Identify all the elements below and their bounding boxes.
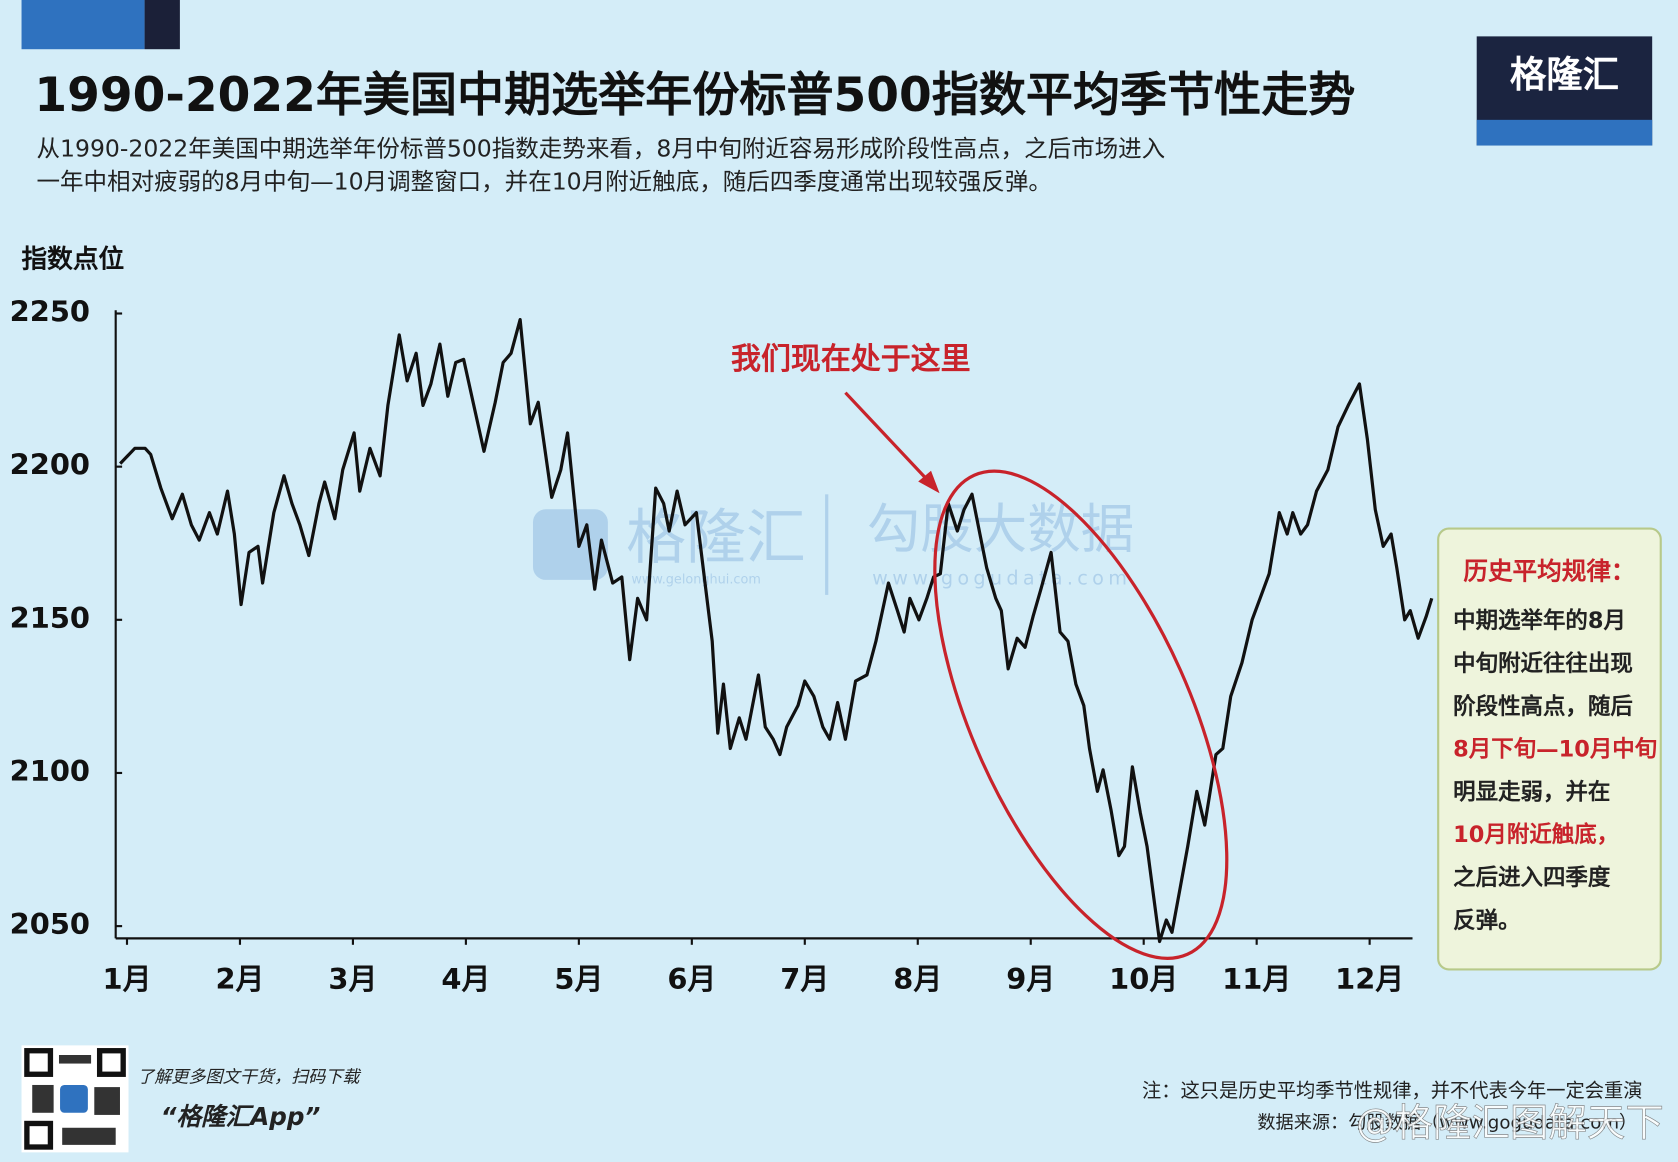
x-tick-label: 2月 (215, 962, 264, 996)
y-tick-label: 2050 (10, 907, 90, 941)
callout-line: 反弹。 (1453, 908, 1520, 934)
callout-line: 明显走弱，并在 (1453, 778, 1610, 805)
logo-text: 格隆汇 (1510, 53, 1619, 96)
y-axis-label: 指数点位 (22, 244, 125, 275)
qr-module (62, 1127, 116, 1145)
x-tick-label: 4月 (441, 962, 490, 996)
x-tick-label: 9月 (1006, 962, 1055, 996)
x-tick-label: 8月 (893, 962, 942, 996)
watermark-divider (825, 494, 829, 595)
callout-line: 8月下旬—10月中旬 (1453, 737, 1657, 763)
qr-finder (24, 1120, 54, 1150)
watermark: 勾股大数据 (867, 497, 1134, 560)
x-tick-label: 3月 (328, 962, 377, 996)
callout-line: 阶段性高点，随后 (1453, 693, 1633, 720)
corner-bar-dark (144, 0, 180, 50)
watermark-group: 格隆汇 www.gelonghui.com 勾股大数据 www.gogudata… (532, 494, 1134, 595)
callout-box (1437, 527, 1662, 971)
arrow-head (918, 470, 940, 494)
x-tick-label: 11月 (1222, 962, 1291, 996)
logo-strip (1476, 119, 1653, 146)
callout-title: 历史平均规律： (1463, 556, 1635, 585)
y-tick-label: 2250 (10, 295, 90, 329)
subtitle: 一年中相对疲弱的8月中旬—10月调整窗口，并在10月附近触底，随后四季度通常出现… (37, 167, 1052, 195)
qr-finder (24, 1048, 54, 1077)
y-tick-label: 2200 (10, 448, 90, 482)
weibo-watermark: @格隆汇图解天下 (1356, 1101, 1664, 1146)
x-tick-label: 7月 (780, 962, 829, 996)
arrow-shaft (844, 391, 931, 483)
app-name: “格隆汇App” (161, 1102, 321, 1131)
callout-line: 中旬附近往往出现 (1453, 650, 1633, 677)
y-tick-label: 2150 (10, 601, 90, 635)
qr-module (58, 1055, 92, 1064)
highlight-ellipse (933, 469, 1229, 960)
watermark: 格隆汇 (626, 503, 806, 573)
x-tick-label: 12月 (1335, 962, 1404, 996)
annotation: 我们现在处于这里 (731, 342, 971, 377)
watermark: www.gogudata.com (872, 566, 1131, 589)
x-tick-label: 1月 (103, 962, 152, 996)
qr-logo (60, 1084, 88, 1113)
qr-code (21, 1045, 129, 1153)
subtitle: 从1990-2022年美国中期选举年份标普500指数走势来看，8月中旬附近容易形… (37, 134, 1166, 162)
callout-line: 中期选举年的8月 (1453, 607, 1626, 634)
x-tick-label: 6月 (667, 962, 716, 996)
watermark-logo (532, 509, 608, 580)
y-tick-label: 2100 (10, 754, 90, 788)
note: 注：这只是历史平均季节性规律，并不代表今年一定会重演 (1142, 1079, 1643, 1102)
corner-bar (21, 0, 145, 50)
x-tick-label: 10月 (1109, 962, 1178, 996)
x-tick-label: 5月 (554, 962, 603, 996)
callout-line: 10月附近触底， (1453, 821, 1619, 848)
watermark: www.gelonghui.com (631, 572, 760, 587)
qr-finder (96, 1048, 126, 1077)
qr-module (94, 1087, 120, 1115)
qr-text: 了解更多图文干货，扫码下载 (137, 1067, 361, 1087)
callout-line: 之后进入四季度 (1453, 864, 1611, 891)
qr-module (32, 1084, 54, 1113)
title: 1990-2022年美国中期选举年份标普500指数平均季节性走势 (34, 68, 1355, 123)
source: 数据来源：勾股数据（www.gogudata.com） (1257, 1112, 1637, 1133)
